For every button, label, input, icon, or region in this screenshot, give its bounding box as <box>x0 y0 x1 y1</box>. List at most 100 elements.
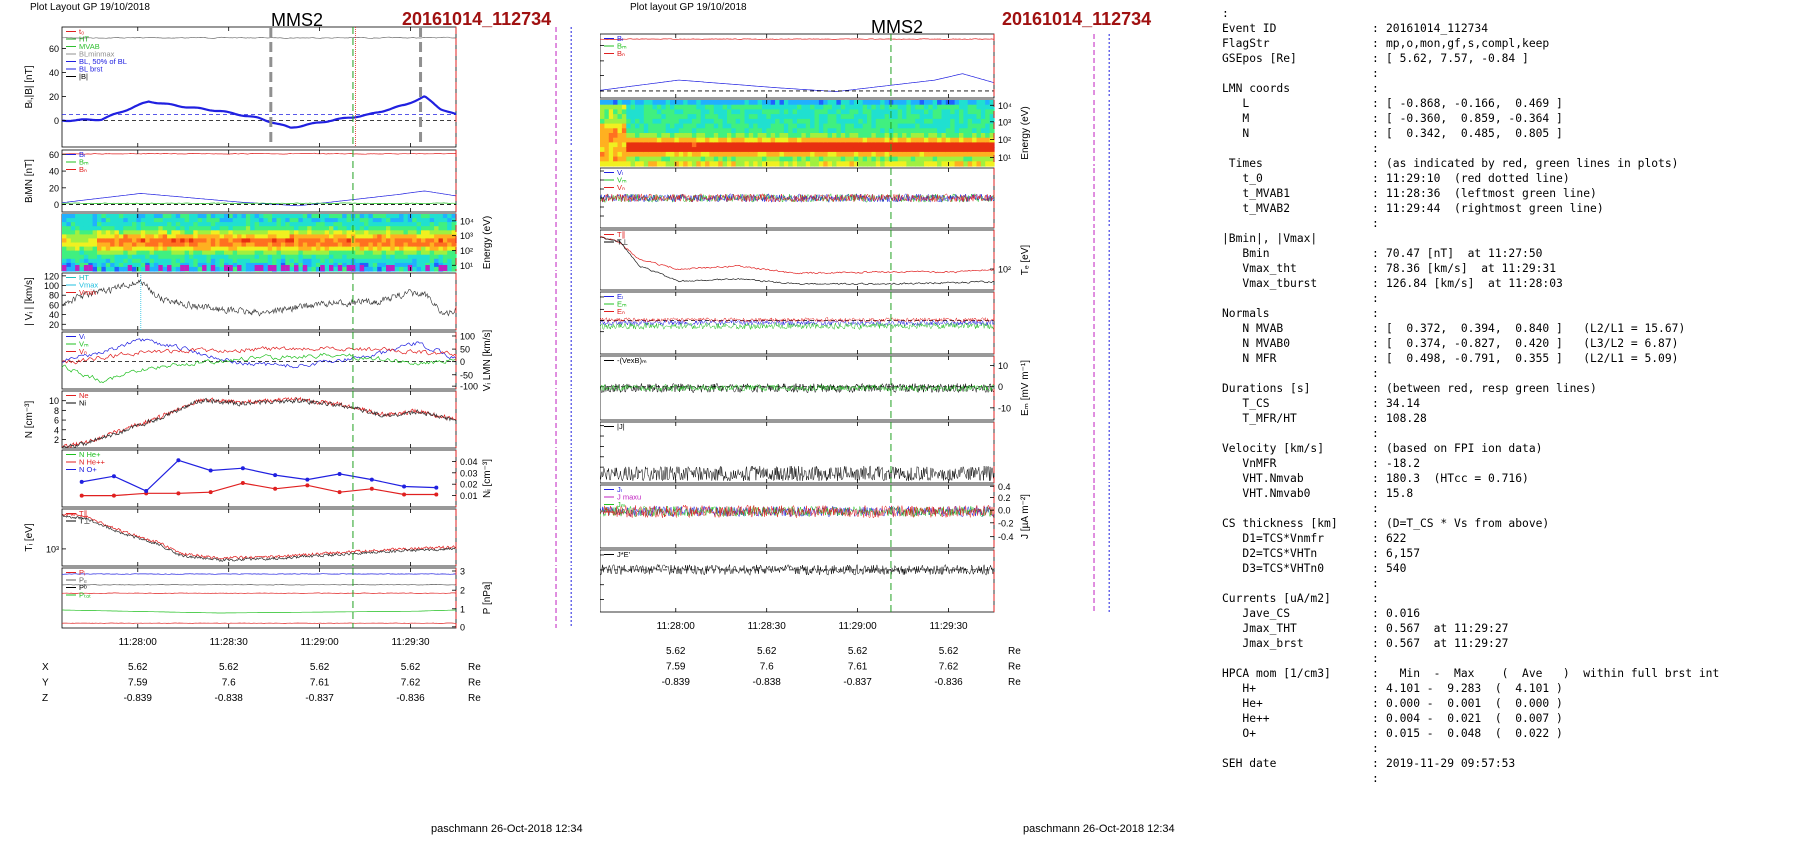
spectrogram-cell <box>88 226 94 231</box>
spectrogram-cell <box>241 258 247 264</box>
spectrogram-cell <box>184 230 190 235</box>
spectrogram-cell <box>158 218 164 223</box>
spectrogram-cell <box>770 109 776 115</box>
spectrogram-cell <box>753 104 759 110</box>
spectrogram-cell <box>250 238 256 244</box>
spectrogram-cell <box>447 258 453 264</box>
spectrogram-cell <box>386 258 391 264</box>
spectrogram-cell <box>639 109 645 115</box>
spectrogram-cell <box>267 238 273 244</box>
spectrogram-cell <box>924 118 929 125</box>
spectrogram-cell <box>665 133 671 139</box>
spectrogram-cell <box>333 262 339 268</box>
spectrogram-cell <box>280 238 286 244</box>
spectrogram-cell <box>661 118 667 125</box>
spectrogram-cell <box>748 142 754 148</box>
info-colon: : <box>1372 427 1379 440</box>
legend-entry: Vₙ <box>617 183 625 192</box>
spectrogram-cell <box>762 128 767 134</box>
spectrogram-cell <box>617 109 623 115</box>
spectrogram-cell <box>267 218 273 223</box>
spectrogram-cell <box>727 156 732 162</box>
spectrogram-cell <box>797 104 802 110</box>
spectrogram-cell <box>132 242 137 248</box>
spectrogram-cell <box>92 238 98 244</box>
spectrogram-cell <box>902 118 908 125</box>
spectrogram-cell <box>364 226 370 231</box>
spectrogram-cell <box>83 230 89 235</box>
spectrogram-cell <box>285 246 291 252</box>
spectrogram-cell <box>884 114 890 120</box>
spectrogram-cell <box>683 133 689 139</box>
spectrogram-cell <box>193 266 199 272</box>
spectrogram-cell <box>875 104 881 110</box>
spectrogram-cell <box>805 156 811 162</box>
spectrogram-cell <box>687 133 693 139</box>
spectrogram-cell <box>140 250 146 256</box>
coord-value: 7.61 <box>848 662 868 673</box>
spectrogram-cell <box>683 142 689 148</box>
spectrogram-cell <box>893 118 899 125</box>
info-row: : <box>1222 576 1802 591</box>
spectrogram-cell <box>254 250 260 256</box>
spectrogram-cell <box>232 238 238 244</box>
spectrogram-cell <box>97 242 102 248</box>
spectrogram-cell <box>727 104 732 110</box>
spectrogram-cell <box>245 266 251 272</box>
y-tick-label: 0 <box>460 622 465 632</box>
spectrogram-cell <box>674 123 680 129</box>
spectrogram-cell <box>254 218 260 223</box>
spectrogram-cell <box>145 265 150 271</box>
spectrogram-cell <box>928 128 934 134</box>
spectrogram-cell <box>867 137 872 143</box>
panel-frame <box>61 508 457 567</box>
x-tick-label: 11:28:30 <box>748 621 787 632</box>
spectrogram-cell <box>442 214 448 219</box>
spectrogram-cell <box>429 234 435 240</box>
spectrogram-cell <box>184 258 190 264</box>
spectrogram-cell <box>652 142 658 148</box>
spectrogram-cell <box>691 161 697 167</box>
spectrogram-cell <box>377 226 383 231</box>
spectrogram-cell <box>386 230 391 235</box>
spectrogram-cell <box>171 262 177 268</box>
y-tick-label: 10³ <box>460 231 473 241</box>
spectrogram-cell <box>315 230 321 235</box>
spectrogram-cell <box>963 151 969 158</box>
spectrogram-cell <box>985 100 991 106</box>
data-point <box>434 485 439 490</box>
info-value: 622 <box>1386 532 1407 545</box>
spectrogram-cell <box>740 109 746 115</box>
spectrogram-cell <box>228 214 234 219</box>
spectrogram-cell <box>875 114 881 120</box>
spectrogram-cell <box>713 114 719 120</box>
spectrogram-cell <box>127 265 133 271</box>
spectrogram-cell <box>937 114 943 120</box>
spectrogram-cell <box>372 214 378 219</box>
y-tick-label: 60 <box>49 150 59 160</box>
spectrogram-cell <box>639 161 645 167</box>
spectrogram-cell <box>381 254 387 260</box>
spectrogram-cell <box>263 262 269 268</box>
spectrogram-cell <box>954 118 960 125</box>
spectrogram-cell <box>858 147 864 153</box>
spectrogram-cell <box>928 142 934 148</box>
spectrogram-cell <box>700 109 706 115</box>
spectrogram-cell <box>267 250 273 256</box>
spectrogram-cell <box>906 147 912 153</box>
info-value: 0.004 - 0.021 ( 0.007 ) <box>1386 712 1563 725</box>
spectrogram-cell <box>289 254 295 260</box>
spectrogram-cell <box>368 266 374 272</box>
spectrogram-cell <box>792 156 798 162</box>
spectrogram-cell <box>656 156 662 162</box>
spectrogram-cell <box>110 254 116 260</box>
info-colon: : <box>1372 442 1379 455</box>
spectrogram-cell <box>114 242 120 248</box>
spectrogram-cell <box>70 218 76 223</box>
spectrogram-cell <box>70 226 76 231</box>
spectrogram-cell <box>145 242 151 248</box>
spectrogram-cell <box>416 218 422 223</box>
info-colon: : <box>1372 772 1379 785</box>
spectrogram-cell <box>350 242 356 248</box>
middle-spacecraft-label: MMS2 <box>871 17 924 37</box>
